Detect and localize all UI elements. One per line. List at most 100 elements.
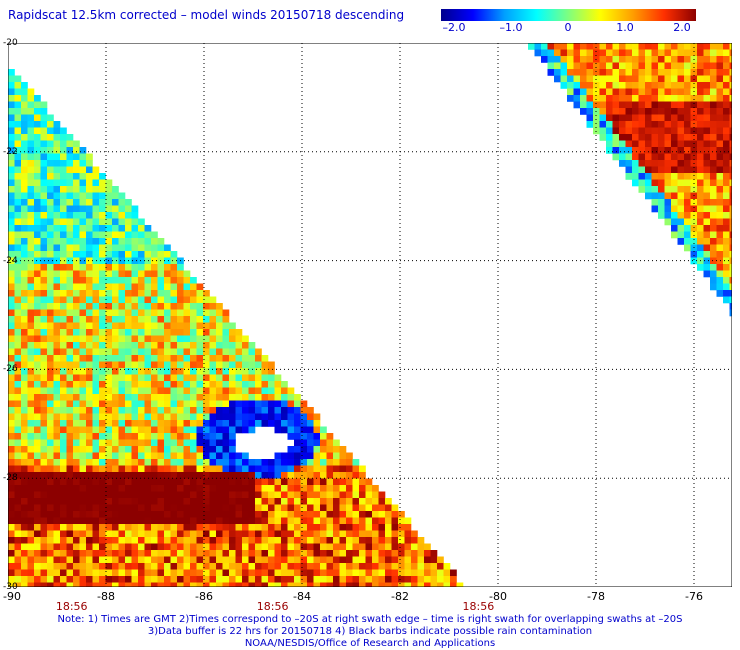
- swath-cell: [612, 69, 620, 76]
- swath-cell: [560, 75, 568, 83]
- swath-cell: [216, 439, 223, 447]
- swath-cell: [8, 433, 15, 440]
- swath-cell: [645, 49, 652, 57]
- swath-cell: [385, 569, 392, 577]
- colorbar-tick-label: –1.0: [499, 21, 523, 34]
- swath-cell: [625, 166, 633, 174]
- swath-cell: [326, 569, 334, 577]
- swath-cell: [209, 394, 217, 401]
- swath-cell: [216, 407, 223, 414]
- swath-cell: [157, 550, 165, 557]
- swath-cell: [40, 368, 48, 375]
- swath-cell: [703, 238, 711, 245]
- swath-cell: [703, 114, 711, 122]
- swath-cell: [684, 218, 691, 226]
- swath-cell: [229, 491, 236, 499]
- swath-cell: [73, 283, 80, 291]
- swath-cell: [274, 530, 282, 538]
- swath-cell: [255, 400, 262, 408]
- swath-cell: [170, 504, 178, 512]
- swath-cell: [203, 556, 210, 564]
- swath-cell: [190, 413, 197, 421]
- swath-cell: [60, 530, 67, 538]
- swath-cell: [411, 569, 418, 577]
- swath-cell: [14, 537, 22, 544]
- swath-cell: [151, 257, 158, 265]
- swath-cell: [14, 576, 22, 583]
- swath-cell: [21, 498, 28, 505]
- swath-cell: [690, 186, 698, 193]
- swath-cell: [157, 452, 165, 460]
- swath-cell: [151, 472, 158, 479]
- swath-cell: [242, 355, 249, 362]
- swath-cell: [300, 485, 308, 492]
- swath-cell: [125, 309, 132, 317]
- swath-cell: [164, 400, 171, 408]
- swath-cell: [53, 556, 61, 564]
- swath-cell: [612, 82, 620, 89]
- swath-cell: [287, 582, 295, 587]
- swath-cell: [242, 413, 249, 421]
- swath-cell: [190, 309, 197, 317]
- swath-cell: [164, 556, 171, 564]
- swath-cell: [567, 43, 574, 50]
- swath-cell: [8, 413, 15, 421]
- swath-cell: [307, 452, 314, 460]
- swath-cell: [729, 43, 732, 50]
- swath-cell: [21, 283, 28, 291]
- swath-cell: [664, 43, 672, 50]
- swath-cell: [651, 199, 659, 206]
- swath-cell: [651, 147, 659, 154]
- swath-cell: [164, 452, 171, 460]
- swath-cell: [729, 101, 732, 109]
- swath-cell: [34, 179, 41, 187]
- swath-cell: [235, 348, 243, 356]
- swath-cell: [21, 192, 28, 200]
- swath-cell: [391, 537, 399, 544]
- swath-cell: [723, 160, 730, 167]
- swath-cell: [8, 212, 15, 219]
- swath-cell: [8, 82, 15, 89]
- swath-cell: [112, 309, 119, 317]
- swath-cell: [541, 49, 548, 57]
- swath-cell: [625, 134, 633, 141]
- swath-cell: [339, 550, 347, 557]
- swath-cell: [580, 49, 587, 57]
- swath-cell: [86, 277, 93, 284]
- swath-cell: [352, 543, 360, 551]
- swath-cell: [229, 400, 236, 408]
- swath-cell: [599, 121, 607, 128]
- swath-cell: [170, 283, 178, 291]
- swath-cell: [125, 342, 132, 349]
- swath-cell: [99, 199, 106, 206]
- swath-cell: [92, 465, 100, 473]
- swath-cell: [66, 277, 74, 284]
- swath-cell: [606, 75, 613, 83]
- swath-cell: [79, 361, 87, 369]
- swath-cell: [151, 413, 158, 421]
- swath-cell: [157, 413, 165, 421]
- swath-cell: [73, 355, 80, 362]
- swath-cell: [66, 504, 74, 512]
- swath-cell: [73, 199, 80, 206]
- swath-cell: [14, 563, 22, 570]
- swath-cell: [118, 342, 126, 349]
- swath-cell: [21, 303, 28, 310]
- swath-cell: [612, 43, 620, 50]
- swath-cell: [684, 95, 691, 102]
- swath-cell: [164, 355, 171, 362]
- swath-cell: [47, 433, 54, 440]
- swath-cell: [79, 413, 87, 421]
- swath-cell: [385, 511, 392, 518]
- swath-cell: [164, 511, 171, 518]
- swath-cell: [144, 283, 152, 291]
- colorbar-fill: [441, 9, 696, 21]
- swath-cell: [60, 478, 67, 486]
- swath-cell: [170, 563, 178, 570]
- swath-cell: [27, 127, 35, 135]
- swath-cell: [177, 439, 184, 447]
- swath-cell: [79, 225, 87, 232]
- swath-cell: [66, 361, 74, 369]
- swath-cell: [144, 270, 152, 278]
- swath-cell: [320, 569, 327, 577]
